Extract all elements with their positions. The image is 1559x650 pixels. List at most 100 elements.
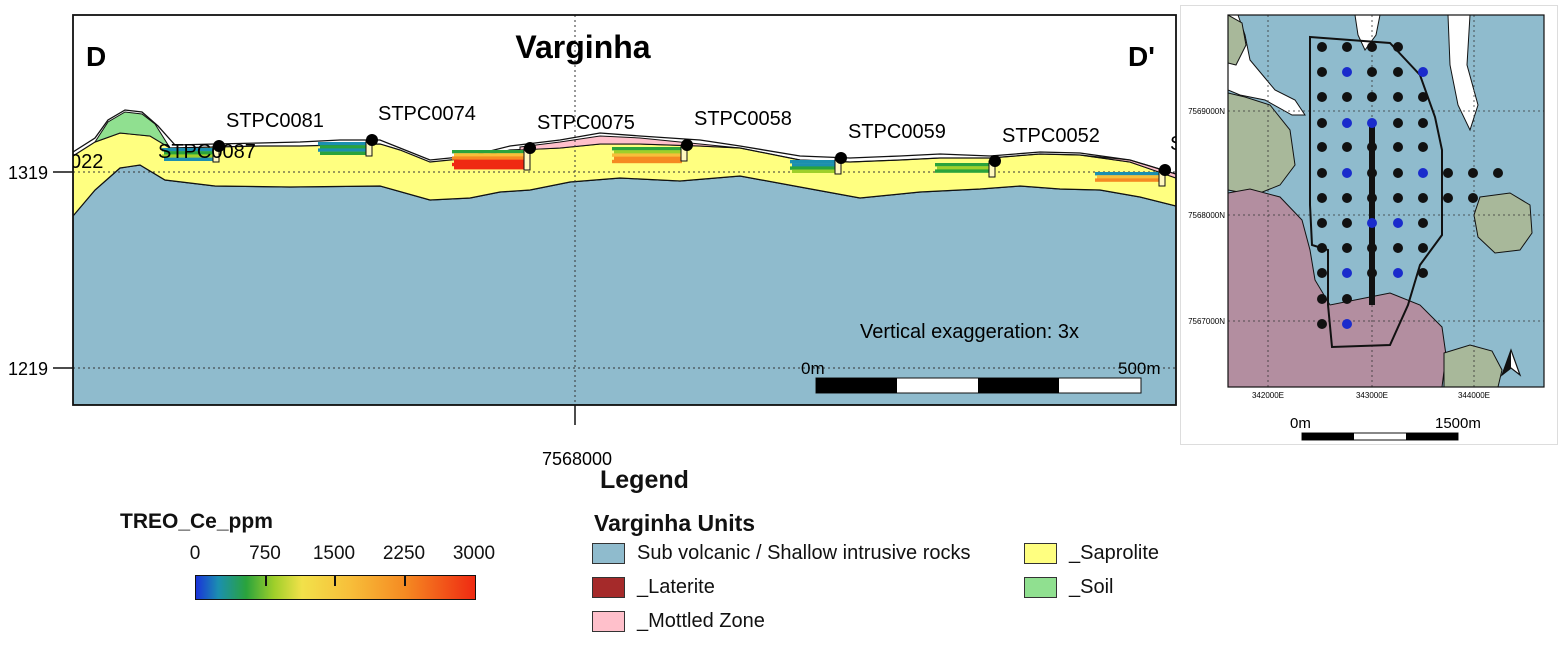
inset-scale-bar <box>1301 432 1459 441</box>
map-drill-collar <box>1342 319 1352 329</box>
map-drill-collar <box>1393 118 1403 128</box>
easting-label-344000: 344000E <box>1458 391 1490 400</box>
northing-label-7568000: 7568000N <box>1188 211 1225 220</box>
map-drill-collar <box>1393 193 1403 203</box>
map-drill-collar <box>1468 193 1478 203</box>
colorbar-tick <box>265 575 267 586</box>
map-drill-collar <box>1317 218 1327 228</box>
northing-label-7569000: 7569000N <box>1188 107 1225 116</box>
units-legend-title: Varginha Units <box>594 510 756 536</box>
colorbar-tick <box>334 575 336 586</box>
map-drill-collar <box>1342 243 1352 253</box>
map-drill-collar <box>1342 268 1352 278</box>
drillhole-collar <box>835 152 847 164</box>
map-drill-collar <box>1367 142 1377 152</box>
grade-strip <box>318 148 368 152</box>
map-drill-collar <box>1342 42 1352 52</box>
grade-strip <box>1095 178 1160 182</box>
easting-label-342000: 342000E <box>1252 391 1284 400</box>
legend-item-subvolcanic: Sub volcanic / Shallow intrusive rocks <box>592 540 970 566</box>
grade-strip <box>935 163 990 167</box>
grade-strip <box>318 142 368 146</box>
easting-label-343000: 343000E <box>1356 391 1388 400</box>
map-drill-collar <box>1367 193 1377 203</box>
map-drill-collar <box>1342 218 1352 228</box>
map-drill-collar <box>1493 168 1503 178</box>
legend-label: Sub volcanic / Shallow intrusive rocks <box>637 541 971 564</box>
grade-strip <box>612 147 682 151</box>
map-drill-collar <box>1317 243 1327 253</box>
map-drill-collar <box>1393 168 1403 178</box>
drillhole-label: STPC0058 <box>694 108 792 130</box>
legend-item-laterite: _Laterite <box>592 574 715 600</box>
drillhole-label: STPC0081 <box>226 110 324 132</box>
map-drill-collar <box>1317 319 1327 329</box>
mottled-zone-unit <box>519 135 1176 179</box>
map-drill-collar <box>1367 243 1377 253</box>
colorbar-tick-label: 750 <box>249 543 281 564</box>
grade-strip <box>790 166 836 170</box>
elevation-label-1319: 1319 <box>8 163 48 183</box>
map-drill-collar <box>1367 42 1377 52</box>
colorbar <box>195 575 476 600</box>
map-drill-collar <box>1317 168 1327 178</box>
map-drill-collar <box>1418 168 1428 178</box>
map-drill-collar <box>1418 193 1428 203</box>
map-drill-collar <box>1317 67 1327 77</box>
grade-strip <box>937 166 990 170</box>
legend-swatch <box>592 610 625 632</box>
inset-scale-start: 0m <box>1290 415 1311 432</box>
grade-strip <box>612 159 682 164</box>
map-drill-collar <box>1317 193 1327 203</box>
map-drill-collar <box>1317 118 1327 128</box>
map-drill-collar <box>1342 294 1352 304</box>
map-drill-collar <box>1468 168 1478 178</box>
map-drill-collar <box>1342 142 1352 152</box>
grade-strip <box>320 151 368 155</box>
map-drill-collar <box>1393 243 1403 253</box>
drillhole-label: STPC0052 <box>1002 125 1100 147</box>
inset-purple-unit <box>1228 188 1447 387</box>
map-drill-collar <box>1317 42 1327 52</box>
elevation-label-1219: 1219 <box>8 359 48 379</box>
drillhole-collar <box>1159 164 1171 176</box>
grade-strip <box>612 153 682 157</box>
legend-item-soil: _Soil <box>1024 574 1113 600</box>
legend-label: _Saprolite <box>1069 541 1160 564</box>
map-drill-collar <box>1393 92 1403 102</box>
map-drill-collar <box>1367 268 1377 278</box>
easting-label: 7568000 <box>542 449 612 469</box>
map-drill-collar <box>1317 92 1327 102</box>
legend-item-saprolite: _Saprolite <box>1024 540 1159 566</box>
inset-map: 7569000N 7568000N 7567000N 342000E 34300… <box>1180 5 1558 445</box>
drillhole-label: STPC0074 <box>378 103 476 125</box>
vertical-exaggeration-note: Vertical exaggeration: 3x <box>860 321 1079 343</box>
map-drill-collar <box>1317 142 1327 152</box>
grade-strip <box>790 160 836 164</box>
grade-strip <box>454 166 526 170</box>
map-drill-collar <box>1367 168 1377 178</box>
grade-strip <box>935 169 990 173</box>
inset-map-frame <box>1227 14 1545 388</box>
map-drill-collar <box>1317 294 1327 304</box>
grade-strip <box>162 154 214 158</box>
colorbar-tick <box>404 575 406 586</box>
legend-swatch <box>592 576 625 598</box>
grade-strip <box>1095 172 1160 176</box>
grade-strip <box>162 148 214 152</box>
inset-green-unit-southeast <box>1443 344 1503 387</box>
map-drill-collar <box>1418 92 1428 102</box>
map-drill-collar <box>1342 118 1352 128</box>
inset-green-unit-nw <box>1228 15 1247 66</box>
colorbar-title: TREO_Ce_ppm <box>120 510 273 533</box>
grade-strip <box>1097 175 1160 179</box>
map-drill-collar <box>1418 243 1428 253</box>
map-drill-collar <box>1393 218 1403 228</box>
grade-strip <box>452 162 526 167</box>
section-start-label: D <box>86 41 106 72</box>
map-drill-collar <box>1418 118 1428 128</box>
legend-swatch <box>592 542 625 564</box>
drillhole-label: STPC0059 <box>848 121 946 143</box>
map-drill-collar <box>1367 67 1377 77</box>
map-drill-collar <box>1418 142 1428 152</box>
